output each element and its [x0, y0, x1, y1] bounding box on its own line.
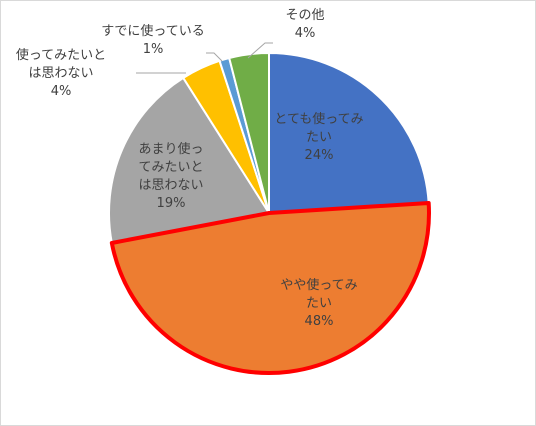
slice-value-text: 24% [305, 148, 334, 163]
slice-label-line: その他 [285, 8, 324, 23]
slice-value-text: 4% [51, 84, 72, 99]
leader-line [206, 52, 223, 62]
slice-label: その他 4% [285, 8, 324, 41]
slice-value-text: 19% [157, 196, 186, 211]
slice-label-line: とても使ってみ [274, 111, 363, 127]
slice-label-line: たい [306, 130, 332, 145]
slice-label: すでに使っている 1% [101, 23, 204, 57]
slice-label-line: は思わない [28, 66, 93, 81]
slice-label: 使ってみたいとは思わない 4% [16, 47, 106, 99]
slice-label: あまり使ってみたいとは思わない 19% [138, 141, 203, 211]
slice-value-text: 1% [143, 42, 164, 57]
pie-slice [268, 51, 430, 215]
leader-line [247, 42, 273, 59]
slice-label-line: 使ってみたいと [16, 47, 106, 63]
slice-value-text: 4% [295, 26, 316, 41]
slice-label-line: あまり使っ [138, 141, 203, 157]
slice-label: とても使ってみたい 24% [274, 111, 363, 163]
slice-label-line: てみたいと [138, 160, 203, 175]
slice-label-line: すでに使っている [101, 23, 204, 39]
slice-label-line: やや使ってみ [280, 277, 357, 293]
slice-highlight-outline [109, 200, 431, 375]
slice-label: やや使ってみたい 48% [280, 277, 357, 329]
pie-slice [107, 76, 271, 245]
slice-value-text: 48% [305, 314, 334, 329]
slice-label-line: は思わない [138, 178, 203, 193]
pie-slice [227, 51, 270, 214]
slice-label-line: たい [306, 296, 332, 311]
